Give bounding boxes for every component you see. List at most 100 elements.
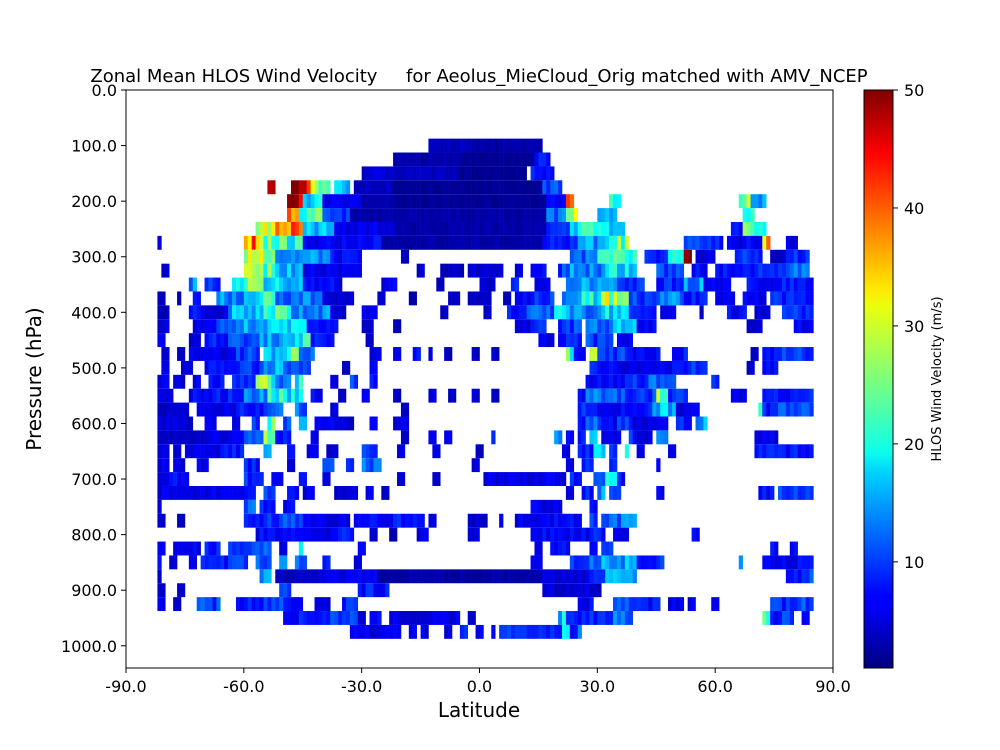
heatmap-cell <box>283 555 288 570</box>
heatmap-cell <box>224 291 229 306</box>
heatmap-cell <box>581 388 586 403</box>
heatmap-cell <box>263 277 268 292</box>
heatmap-cell <box>365 319 370 334</box>
heatmap-cell <box>157 388 162 403</box>
heatmap-cell <box>506 152 512 167</box>
heatmap-cell <box>605 208 610 222</box>
heatmap-cell <box>385 180 390 195</box>
heatmap-cell <box>762 611 767 625</box>
heatmap-cell <box>275 527 280 542</box>
heatmap-cell <box>306 347 311 361</box>
heatmap-cell <box>593 555 598 570</box>
heatmap-cell <box>412 513 417 528</box>
heatmap-cell <box>349 249 355 264</box>
heatmap-cell <box>298 277 304 292</box>
heatmap-cell <box>495 388 500 403</box>
heatmap-cell <box>620 555 626 570</box>
heatmap-cell <box>290 277 296 292</box>
heatmap-cell <box>719 235 724 250</box>
heatmap-cell <box>302 360 307 375</box>
heatmap-cell <box>585 527 590 542</box>
heatmap-cell <box>801 388 806 403</box>
heatmap-cell <box>196 430 201 445</box>
heatmap-cell <box>785 305 791 320</box>
heatmap-cell <box>279 235 284 250</box>
heatmap-cell <box>801 569 806 584</box>
heatmap-cell <box>561 583 567 598</box>
heatmap-cell <box>314 444 319 459</box>
heatmap-cell <box>188 388 194 403</box>
heatmap-cell <box>483 513 488 528</box>
heatmap-cell <box>719 291 724 306</box>
heatmap-cell <box>679 249 685 264</box>
heatmap-cell <box>601 208 606 222</box>
heatmap-cell <box>573 319 578 334</box>
heatmap-cell <box>703 277 708 292</box>
heatmap-cell <box>420 235 425 250</box>
heatmap-cell <box>255 527 260 542</box>
heatmap-cell <box>436 472 441 486</box>
heatmap-cell <box>565 444 571 459</box>
heatmap-cell <box>444 305 449 320</box>
heatmap-cell <box>593 374 598 389</box>
heatmap-cell <box>675 249 681 264</box>
heatmap-cell <box>349 458 355 473</box>
heatmap-cell <box>605 277 610 292</box>
heatmap-cell <box>283 597 288 612</box>
heatmap-cell <box>628 305 633 320</box>
heatmap-cell <box>452 263 457 278</box>
heatmap-cell <box>510 138 516 153</box>
heatmap-cell <box>208 374 213 389</box>
heatmap-cell <box>455 194 461 209</box>
heatmap-cell <box>385 624 390 639</box>
heatmap-cell <box>758 305 763 320</box>
heatmap-cell <box>546 277 551 292</box>
heatmap-cell <box>345 611 351 625</box>
heatmap-cell <box>561 305 567 320</box>
heatmap-cell <box>389 166 394 181</box>
heatmap-cell <box>310 180 315 195</box>
heatmap-cell <box>542 166 547 181</box>
heatmap-cell <box>381 277 386 292</box>
heatmap-cell <box>271 333 276 348</box>
heatmap-cell <box>173 416 178 431</box>
heatmap-cell <box>652 555 657 570</box>
heatmap-cell <box>793 569 798 584</box>
heatmap-cell <box>416 569 421 584</box>
heatmap-cell <box>668 388 673 403</box>
heatmap-cell <box>495 180 500 195</box>
heatmap-cell <box>770 485 775 500</box>
heatmap-cell <box>487 472 492 486</box>
x-tick-label: 60.0 <box>697 677 733 696</box>
heatmap-cell <box>400 430 406 445</box>
heatmap-cell <box>334 374 339 389</box>
heatmap-cell <box>326 416 331 431</box>
heatmap-cell <box>377 194 382 209</box>
heatmap-cell <box>703 263 708 278</box>
heatmap-cell <box>565 527 571 542</box>
heatmap-cell <box>263 444 268 459</box>
heatmap-cell <box>597 402 602 417</box>
heatmap-cell <box>632 263 637 278</box>
heatmap-cell <box>809 402 814 417</box>
heatmap-cell <box>589 305 594 320</box>
heatmap-cell <box>180 430 186 445</box>
heatmap-cell <box>522 194 527 209</box>
heatmap-cell <box>499 513 504 528</box>
heatmap-cell <box>397 235 402 250</box>
heatmap-cell <box>216 319 221 334</box>
heatmap-cell <box>204 416 209 431</box>
heatmap-cell <box>738 263 743 278</box>
heatmap-cell <box>491 138 496 153</box>
heatmap-cell <box>287 235 292 250</box>
heatmap-cell <box>585 485 590 500</box>
heatmap-cell <box>644 430 649 445</box>
heatmap-cell <box>609 458 614 473</box>
heatmap-cell <box>538 194 543 209</box>
heatmap-cell <box>342 180 347 195</box>
heatmap-cell <box>558 569 563 584</box>
heatmap-cell <box>640 374 645 389</box>
heatmap-cell <box>687 235 692 250</box>
heatmap-cell <box>793 249 798 264</box>
heatmap-cell <box>239 277 245 292</box>
